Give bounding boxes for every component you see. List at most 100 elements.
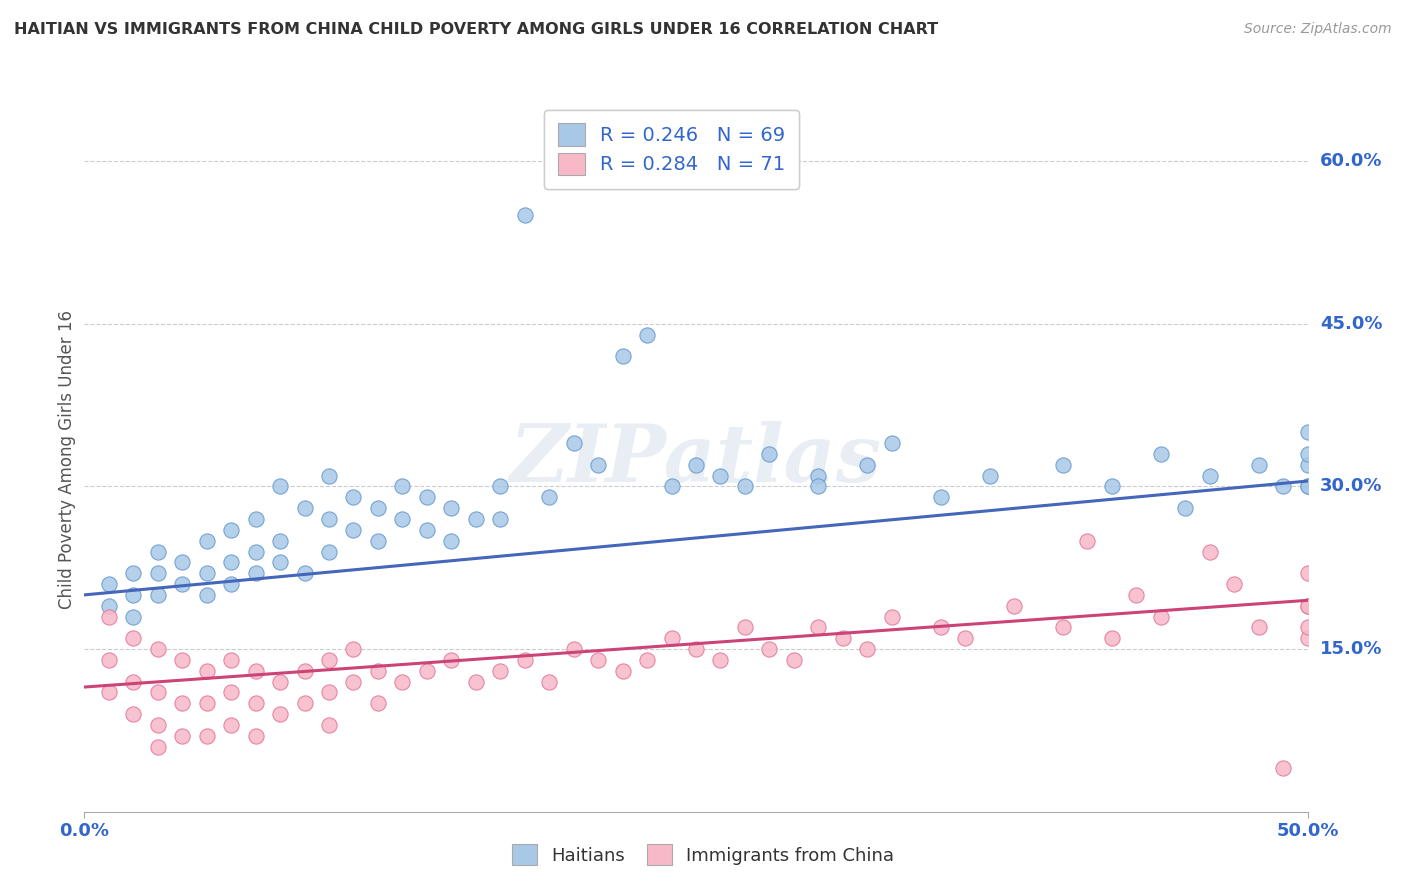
Point	[416, 523, 439, 537]
Point	[1296, 599, 1319, 613]
Point	[979, 468, 1001, 483]
Point	[1247, 620, 1270, 634]
Point	[97, 599, 120, 613]
Point	[391, 674, 413, 689]
Point	[880, 436, 903, 450]
Point	[586, 458, 609, 472]
Point	[146, 685, 169, 699]
Point	[636, 653, 658, 667]
Point	[97, 653, 120, 667]
Point	[661, 479, 683, 493]
Point	[294, 501, 316, 516]
Point	[685, 642, 707, 657]
Point	[1296, 458, 1319, 472]
Point	[245, 544, 267, 558]
Point	[245, 696, 267, 710]
Point	[1272, 761, 1295, 775]
Point	[1052, 458, 1074, 472]
Point	[636, 327, 658, 342]
Point	[195, 664, 218, 678]
Point	[122, 609, 145, 624]
Point	[1150, 609, 1173, 624]
Legend: R = 0.246   N = 69, R = 0.284   N = 71: R = 0.246 N = 69, R = 0.284 N = 71	[544, 110, 799, 189]
Point	[269, 707, 291, 722]
Point	[1076, 533, 1098, 548]
Point	[1247, 458, 1270, 472]
Point	[661, 632, 683, 646]
Point	[97, 685, 120, 699]
Text: ZIPatlas: ZIPatlas	[510, 421, 882, 498]
Point	[367, 533, 389, 548]
Point	[513, 209, 536, 223]
Point	[1150, 447, 1173, 461]
Point	[269, 674, 291, 689]
Point	[172, 729, 194, 743]
Point	[709, 653, 731, 667]
Point	[929, 491, 952, 505]
Text: 45.0%: 45.0%	[1320, 315, 1382, 333]
Point	[122, 588, 145, 602]
Point	[440, 533, 463, 548]
Point	[318, 468, 340, 483]
Y-axis label: Child Poverty Among Girls Under 16: Child Poverty Among Girls Under 16	[58, 310, 76, 609]
Point	[294, 664, 316, 678]
Point	[758, 642, 780, 657]
Point	[122, 632, 145, 646]
Point	[464, 512, 486, 526]
Point	[172, 653, 194, 667]
Point	[1101, 479, 1123, 493]
Point	[318, 718, 340, 732]
Legend: Haitians, Immigrants from China: Haitians, Immigrants from China	[502, 835, 904, 874]
Point	[172, 555, 194, 569]
Text: 60.0%: 60.0%	[1320, 153, 1382, 170]
Point	[342, 642, 364, 657]
Point	[122, 566, 145, 581]
Point	[269, 533, 291, 548]
Point	[1296, 620, 1319, 634]
Point	[831, 632, 853, 646]
Point	[1272, 479, 1295, 493]
Point	[538, 491, 561, 505]
Point	[318, 512, 340, 526]
Point	[538, 674, 561, 689]
Point	[146, 739, 169, 754]
Point	[416, 664, 439, 678]
Point	[367, 501, 389, 516]
Point	[195, 566, 218, 581]
Point	[1052, 620, 1074, 634]
Point	[1125, 588, 1147, 602]
Point	[807, 620, 830, 634]
Point	[685, 458, 707, 472]
Point	[122, 674, 145, 689]
Point	[195, 533, 218, 548]
Point	[783, 653, 806, 667]
Point	[807, 468, 830, 483]
Text: 30.0%: 30.0%	[1320, 477, 1382, 495]
Point	[97, 609, 120, 624]
Point	[318, 653, 340, 667]
Point	[219, 577, 242, 591]
Point	[1002, 599, 1025, 613]
Point	[1296, 599, 1319, 613]
Point	[245, 566, 267, 581]
Point	[612, 350, 634, 364]
Point	[146, 544, 169, 558]
Point	[734, 479, 756, 493]
Point	[562, 642, 585, 657]
Point	[1296, 479, 1319, 493]
Point	[1174, 501, 1197, 516]
Point	[856, 642, 879, 657]
Point	[219, 555, 242, 569]
Point	[612, 664, 634, 678]
Point	[172, 577, 194, 591]
Point	[245, 512, 267, 526]
Point	[513, 653, 536, 667]
Point	[464, 674, 486, 689]
Point	[195, 729, 218, 743]
Point	[122, 707, 145, 722]
Point	[219, 685, 242, 699]
Point	[856, 458, 879, 472]
Point	[342, 674, 364, 689]
Point	[734, 620, 756, 634]
Point	[97, 577, 120, 591]
